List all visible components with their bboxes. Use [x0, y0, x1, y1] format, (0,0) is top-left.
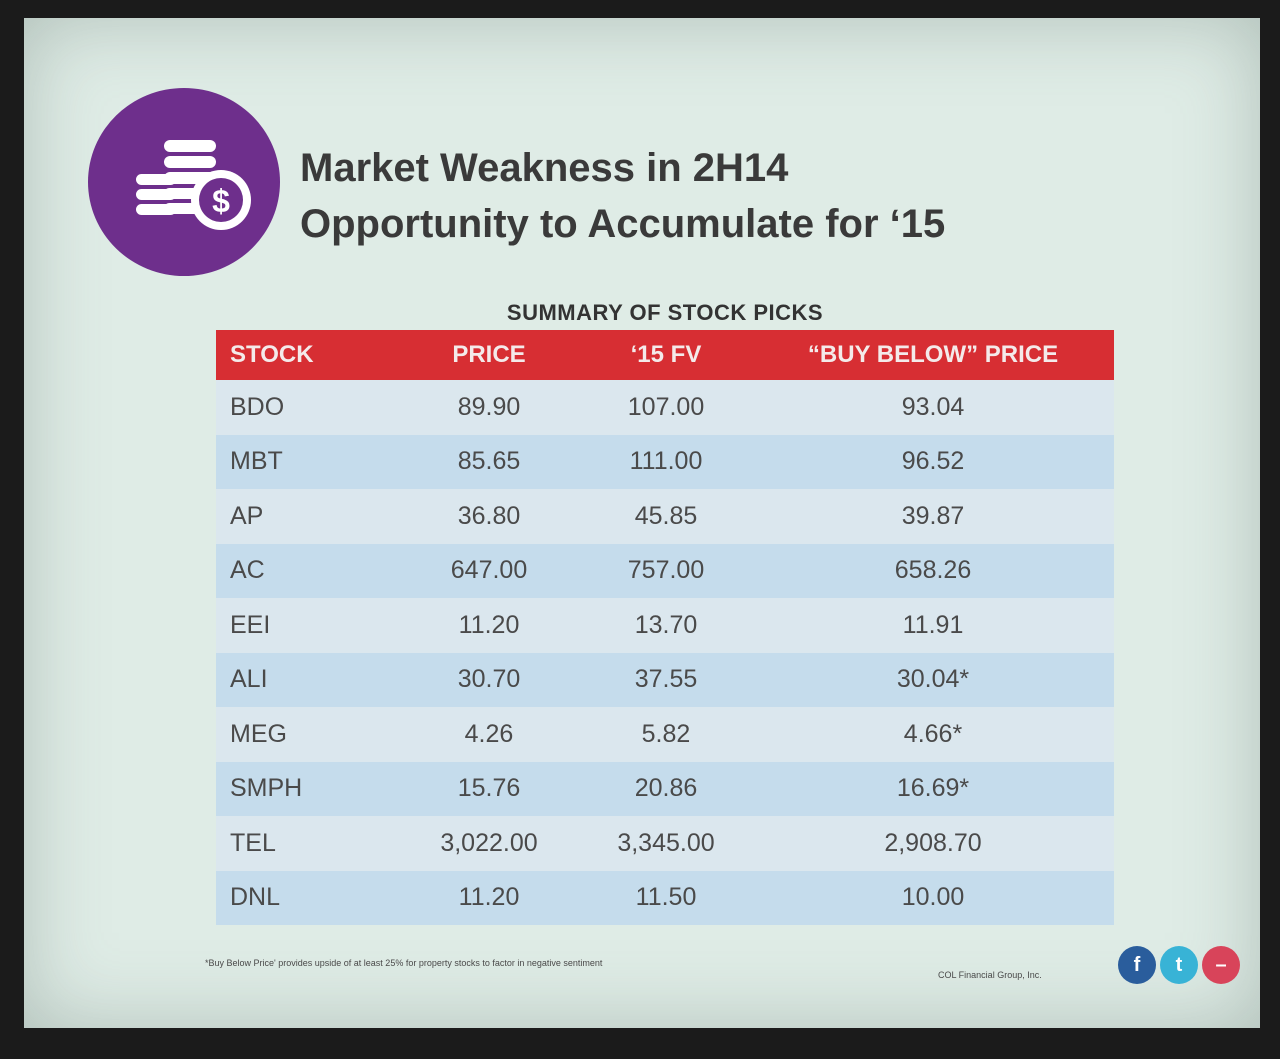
table-row: SMPH 15.76 20.86 16.69* [216, 761, 1114, 816]
cell-buy-below: 93.04 [752, 380, 1114, 435]
cell-fv: 111.00 [580, 434, 752, 489]
title-line-1: Market Weakness in 2H14 [300, 146, 789, 190]
cell-price: 89.90 [398, 380, 580, 435]
facebook-icon[interactable]: f [1118, 946, 1156, 984]
cell-price: 85.65 [398, 434, 580, 489]
cell-price: 3,022.00 [398, 816, 580, 871]
cell-price: 36.80 [398, 489, 580, 544]
table-caption: SUMMARY OF STOCK PICKS [506, 300, 824, 325]
cell-stock: AP [216, 489, 398, 544]
cell-stock: MEG [216, 707, 398, 762]
cell-buy-below: 96.52 [752, 434, 1114, 489]
table-row: TEL 3,022.00 3,345.00 2,908.70 [216, 816, 1114, 871]
cell-fv: 20.86 [580, 761, 752, 816]
table-row: EEI 11.20 13.70 11.91 [216, 598, 1114, 653]
header-fv: ‘15 FV [580, 330, 752, 380]
table-row: DNL 11.20 11.50 10.00 [216, 870, 1114, 925]
cell-stock: AC [216, 543, 398, 598]
company-name: COL Financial Group, Inc. [938, 970, 1042, 980]
cell-stock: BDO [216, 380, 398, 435]
header-price: PRICE [398, 330, 580, 380]
cell-stock: TEL [216, 816, 398, 871]
stock-picks-table: STOCK PRICE ‘15 FV “BUY BELOW” PRICE BDO… [216, 330, 1114, 925]
table-row: BDO 89.90 107.00 93.04 [216, 380, 1114, 435]
cell-price: 647.00 [398, 543, 580, 598]
header-buy-below: “BUY BELOW” PRICE [752, 330, 1114, 380]
cell-buy-below: 30.04* [752, 652, 1114, 707]
cell-buy-below: 658.26 [752, 543, 1114, 598]
table-row: ALI 30.70 37.55 30.04* [216, 652, 1114, 707]
coins-dollar-icon: $ [88, 88, 280, 276]
cell-stock: EEI [216, 598, 398, 653]
cell-fv: 11.50 [580, 870, 752, 925]
title-line-2: Opportunity to Accumulate for ‘15 [300, 202, 946, 246]
cell-buy-below: 11.91 [752, 598, 1114, 653]
cell-stock: SMPH [216, 761, 398, 816]
cell-stock: ALI [216, 652, 398, 707]
cell-fv: 37.55 [580, 652, 752, 707]
cell-fv: 107.00 [580, 380, 752, 435]
svg-text:$: $ [212, 183, 230, 219]
cell-buy-below: 16.69* [752, 761, 1114, 816]
cell-price: 15.76 [398, 761, 580, 816]
share-icon[interactable]: – [1202, 946, 1240, 984]
cell-fv: 3,345.00 [580, 816, 752, 871]
cell-buy-below: 39.87 [752, 489, 1114, 544]
cell-price: 11.20 [398, 870, 580, 925]
cell-stock: MBT [216, 434, 398, 489]
cell-fv: 5.82 [580, 707, 752, 762]
footnote: *Buy Below Price' provides upside of at … [205, 958, 603, 968]
table-row: MBT 85.65 111.00 96.52 [216, 434, 1114, 489]
cell-buy-below: 4.66* [752, 707, 1114, 762]
cell-stock: DNL [216, 870, 398, 925]
cell-fv: 45.85 [580, 489, 752, 544]
cell-price: 4.26 [398, 707, 580, 762]
cell-buy-below: 2,908.70 [752, 816, 1114, 871]
table-row: AC 647.00 757.00 658.26 [216, 543, 1114, 598]
header-stock: STOCK [216, 330, 398, 380]
slide-title: Market Weakness in 2H14 Opportunity to A… [300, 140, 1060, 252]
cell-fv: 13.70 [580, 598, 752, 653]
cell-fv: 757.00 [580, 543, 752, 598]
twitter-icon[interactable]: t [1160, 946, 1198, 984]
cell-price: 11.20 [398, 598, 580, 653]
cell-buy-below: 10.00 [752, 870, 1114, 925]
cell-price: 30.70 [398, 652, 580, 707]
table-row: MEG 4.26 5.82 4.66* [216, 707, 1114, 762]
table-header-row: STOCK PRICE ‘15 FV “BUY BELOW” PRICE [216, 330, 1114, 380]
table-row: AP 36.80 45.85 39.87 [216, 489, 1114, 544]
